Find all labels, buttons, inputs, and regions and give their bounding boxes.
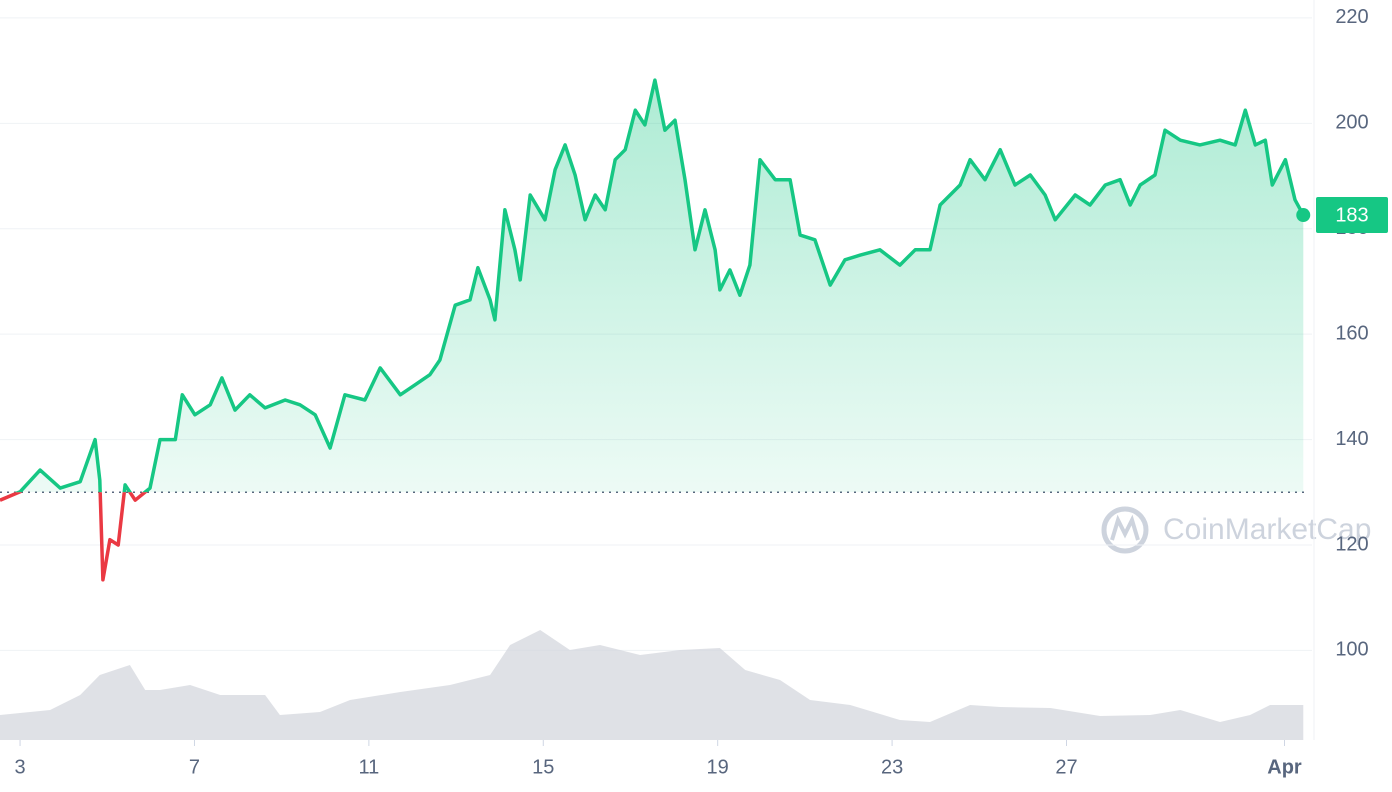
x-tick-label: 27 xyxy=(1055,756,1077,778)
volume-area xyxy=(0,630,1304,740)
watermark-text: CoinMarketCap xyxy=(1163,513,1371,546)
x-tick-label: 11 xyxy=(358,756,379,778)
y-tick-label: 220 xyxy=(1335,6,1368,28)
price-area xyxy=(0,80,1304,493)
y-tick-label: 160 xyxy=(1335,322,1368,344)
x-tick-label: 19 xyxy=(707,756,729,778)
y-tick-label: 100 xyxy=(1335,639,1368,661)
x-tick-label: Apr xyxy=(1267,756,1302,778)
price-badge-label: 183 xyxy=(1335,204,1368,226)
last-point xyxy=(1296,208,1311,223)
price-line-up xyxy=(14,78,1305,493)
x-tick-label: 23 xyxy=(881,756,903,778)
watermark: CoinMarketCap xyxy=(1101,506,1371,554)
x-tick-label: 15 xyxy=(532,756,554,778)
x-tick-label: 3 xyxy=(14,756,25,778)
y-tick-label: 200 xyxy=(1335,112,1368,134)
y-tick-label: 140 xyxy=(1335,428,1368,450)
price-badge xyxy=(1316,197,1388,234)
x-tick-label: 7 xyxy=(189,756,200,778)
y-tick-label: 120 xyxy=(1335,533,1368,555)
